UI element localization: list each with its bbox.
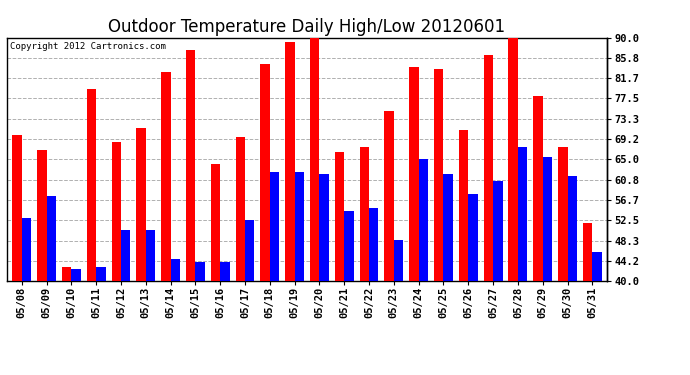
Bar [87,89,96,281]
Bar [369,208,379,281]
Bar [47,196,56,281]
Bar [37,150,47,281]
Text: Copyright 2012 Cartronics.com: Copyright 2012 Cartronics.com [10,42,166,51]
Bar [434,69,444,281]
Title: Outdoor Temperature Daily High/Low 20120601: Outdoor Temperature Daily High/Low 20120… [108,18,506,36]
Bar [459,130,469,281]
Bar [170,260,180,281]
Bar [419,159,428,281]
Bar [394,240,403,281]
Bar [384,111,394,281]
Bar [146,230,155,281]
Bar [319,174,329,281]
Bar [211,164,220,281]
Bar [344,211,354,281]
Bar [567,177,577,281]
Bar [583,223,592,281]
Bar [592,252,602,281]
Bar [509,38,518,281]
Bar [270,172,279,281]
Bar [518,147,527,281]
Bar [543,157,552,281]
Bar [22,218,31,281]
Bar [444,174,453,281]
Bar [12,135,22,281]
Bar [71,269,81,281]
Bar [335,152,344,281]
Bar [186,50,195,281]
Bar [533,96,543,281]
Bar [310,38,319,281]
Bar [484,55,493,281]
Bar [469,194,477,281]
Bar [285,42,295,281]
Bar [161,72,170,281]
Bar [295,172,304,281]
Bar [260,64,270,281]
Bar [220,262,230,281]
Bar [112,142,121,281]
Bar [359,147,369,281]
Bar [558,147,567,281]
Bar [62,267,71,281]
Bar [137,128,146,281]
Bar [493,182,502,281]
Bar [195,262,205,281]
Bar [121,230,130,281]
Bar [96,267,106,281]
Bar [245,220,255,281]
Bar [409,67,419,281]
Bar [235,138,245,281]
